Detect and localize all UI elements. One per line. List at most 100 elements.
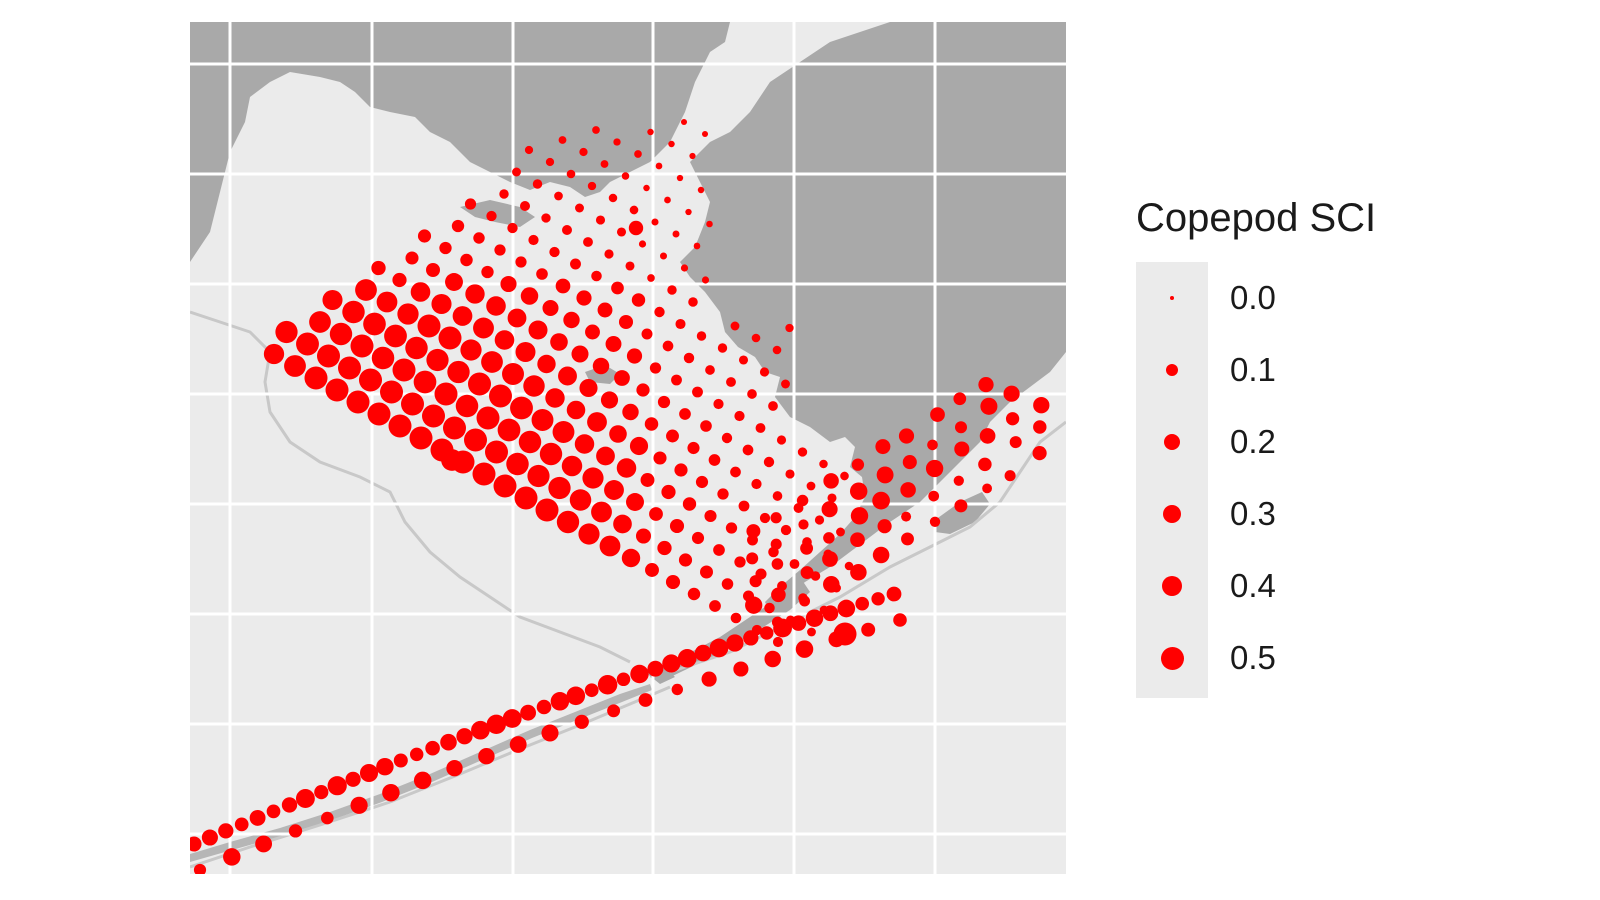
sci-point <box>672 230 680 238</box>
sci-point <box>486 714 506 734</box>
sci-point <box>380 380 403 404</box>
sci-point <box>785 323 794 333</box>
sci-point <box>795 640 814 658</box>
sci-point <box>708 454 721 466</box>
sci-point <box>768 401 778 411</box>
sci-point <box>876 466 894 484</box>
sci-point <box>545 157 555 167</box>
kodiak-island <box>935 492 990 534</box>
sci-point <box>738 500 750 512</box>
sci-point <box>558 366 577 386</box>
sci-point <box>700 565 713 579</box>
sci-point <box>653 451 667 465</box>
sci-point <box>764 602 775 614</box>
sci-point <box>734 556 746 568</box>
legend-label: 0.1 <box>1230 351 1276 388</box>
sci-point <box>616 227 627 237</box>
sci-point <box>771 587 786 603</box>
sci-point <box>850 564 867 581</box>
sci-point <box>502 363 524 385</box>
sci-point <box>893 613 907 627</box>
sci-point <box>571 345 589 363</box>
sci-point <box>597 302 613 318</box>
sci-point <box>309 311 331 333</box>
sci-point <box>705 365 715 375</box>
sci-point <box>626 493 644 511</box>
sci-point <box>409 426 433 450</box>
sci-point <box>397 303 419 325</box>
sci-point <box>695 475 709 489</box>
sci-point <box>363 312 386 336</box>
sci-point <box>833 622 857 646</box>
sci-point <box>604 249 614 259</box>
sci-point <box>535 498 559 522</box>
sci-point <box>223 848 241 866</box>
sci-point <box>614 370 630 386</box>
sci-point <box>452 306 473 326</box>
sci-point <box>661 484 676 500</box>
sci-point <box>898 428 915 444</box>
sci-point <box>515 256 527 268</box>
sci-point <box>541 724 559 742</box>
sci-point <box>701 276 710 284</box>
sci-point <box>405 251 419 265</box>
sci-point <box>574 434 595 454</box>
legend-item: 0.0 <box>1136 262 1396 334</box>
sci-point <box>730 466 741 478</box>
sci-point <box>800 566 814 580</box>
sci-point <box>764 650 781 668</box>
sci-point <box>644 417 659 431</box>
st-lawrence-island <box>460 200 535 227</box>
sci-point <box>823 576 840 593</box>
sci-point <box>643 184 650 192</box>
sci-point <box>520 704 537 721</box>
sci-point <box>325 378 349 402</box>
sci-point <box>836 527 845 537</box>
copepod-sci-points <box>190 118 1050 874</box>
sci-point <box>584 683 599 698</box>
sci-point <box>536 699 552 715</box>
sci-point <box>455 394 479 418</box>
sci-point <box>515 342 536 362</box>
sci-point <box>600 391 619 409</box>
sci-point <box>694 644 712 662</box>
sci-point <box>667 285 677 295</box>
sci-point <box>622 403 639 421</box>
sci-point <box>494 330 515 350</box>
sci-point <box>872 546 890 564</box>
sci-point <box>638 693 653 707</box>
sci-point <box>717 343 728 353</box>
sci-point <box>666 429 679 443</box>
sci-point <box>367 402 391 426</box>
sci-point <box>635 528 652 544</box>
sci-point <box>426 263 440 277</box>
sci-point <box>502 709 522 728</box>
sci-point <box>566 686 586 706</box>
sci-point <box>476 406 500 430</box>
sci-point <box>721 578 734 590</box>
sci-point <box>604 480 624 500</box>
sci-point <box>591 501 612 523</box>
sci-point <box>954 421 968 434</box>
sci-point <box>1005 412 1020 426</box>
sci-point <box>440 733 457 751</box>
sci-point <box>359 368 382 392</box>
sci-point <box>613 138 621 146</box>
sci-point <box>631 293 646 307</box>
sci-point <box>304 366 328 390</box>
sci-point <box>713 398 724 410</box>
sci-point <box>545 388 565 408</box>
sci-point <box>578 523 600 545</box>
sci-point <box>542 299 559 317</box>
sci-point <box>780 524 792 536</box>
sci-point <box>725 522 738 534</box>
sci-point <box>855 596 869 611</box>
sci-point <box>668 140 675 148</box>
sci-point <box>647 660 664 677</box>
sci-point <box>497 418 521 442</box>
sci-point <box>392 358 416 382</box>
sci-point <box>359 763 379 783</box>
sci-point <box>438 326 462 350</box>
sci-point <box>772 345 782 355</box>
sci-point <box>527 464 550 488</box>
